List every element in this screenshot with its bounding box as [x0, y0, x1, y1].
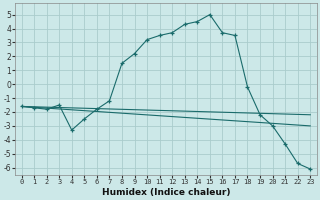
- X-axis label: Humidex (Indice chaleur): Humidex (Indice chaleur): [102, 188, 230, 197]
